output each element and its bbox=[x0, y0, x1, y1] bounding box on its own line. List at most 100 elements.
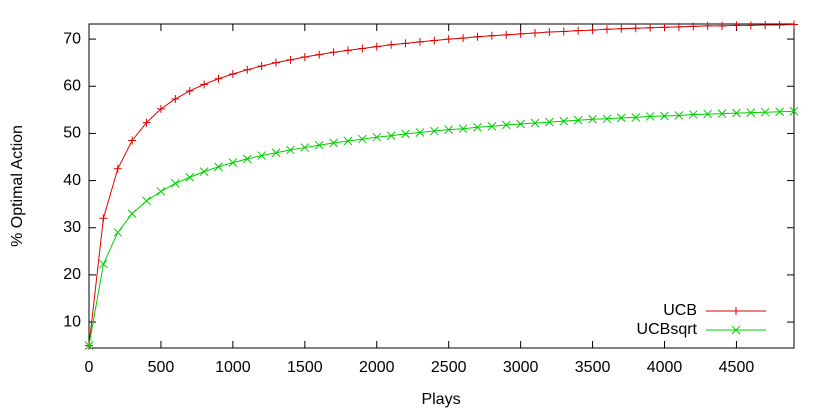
point bbox=[645, 112, 655, 121]
point bbox=[228, 69, 237, 78]
point bbox=[430, 36, 439, 45]
point bbox=[559, 27, 568, 36]
point bbox=[300, 53, 309, 62]
point bbox=[300, 143, 310, 152]
point bbox=[99, 214, 108, 223]
x-tick-label: 500 bbox=[148, 359, 175, 376]
point bbox=[257, 61, 266, 70]
legend-label: UCB bbox=[663, 302, 697, 319]
point bbox=[573, 115, 583, 125]
point bbox=[429, 126, 439, 136]
y-axis-label: % Optimal Action bbox=[9, 125, 26, 247]
point bbox=[516, 29, 525, 38]
point bbox=[602, 25, 611, 34]
point bbox=[99, 259, 108, 269]
point bbox=[660, 23, 669, 32]
point bbox=[343, 136, 353, 146]
point bbox=[458, 124, 468, 134]
point bbox=[588, 114, 597, 124]
point bbox=[487, 31, 496, 40]
x-tick-label: 3500 bbox=[575, 359, 611, 376]
point bbox=[156, 187, 166, 196]
point bbox=[415, 128, 425, 137]
point bbox=[387, 40, 396, 49]
point bbox=[415, 37, 424, 46]
point bbox=[329, 48, 338, 57]
point bbox=[775, 20, 784, 29]
point bbox=[703, 109, 713, 119]
point bbox=[718, 21, 727, 30]
point bbox=[732, 108, 741, 118]
point bbox=[717, 109, 727, 118]
point bbox=[200, 80, 209, 89]
x-tick-label: 0 bbox=[85, 359, 94, 376]
point bbox=[617, 24, 626, 33]
point bbox=[689, 22, 698, 31]
x-tick-label: 1000 bbox=[215, 359, 251, 376]
point bbox=[703, 21, 712, 30]
point bbox=[631, 113, 641, 122]
point bbox=[688, 110, 698, 119]
point bbox=[444, 125, 454, 134]
point bbox=[487, 121, 497, 131]
point bbox=[142, 196, 151, 206]
point bbox=[386, 131, 396, 141]
point bbox=[113, 164, 122, 173]
point bbox=[128, 136, 137, 145]
point bbox=[574, 26, 583, 35]
point bbox=[127, 209, 137, 218]
point bbox=[113, 228, 123, 237]
point bbox=[242, 154, 252, 164]
point bbox=[545, 28, 554, 37]
point bbox=[170, 179, 180, 188]
point bbox=[272, 58, 281, 67]
point bbox=[616, 113, 626, 123]
point bbox=[660, 111, 669, 121]
point bbox=[214, 74, 223, 83]
y-tick-label: 50 bbox=[63, 125, 81, 142]
point bbox=[746, 21, 755, 30]
point bbox=[185, 172, 195, 182]
point bbox=[444, 35, 453, 44]
point bbox=[775, 107, 784, 117]
y-tick-label: 20 bbox=[63, 266, 81, 283]
x-tick-label: 2000 bbox=[359, 359, 395, 376]
point bbox=[142, 118, 151, 127]
point bbox=[530, 118, 540, 128]
point bbox=[185, 86, 194, 95]
point bbox=[329, 138, 338, 148]
point bbox=[602, 114, 612, 124]
point bbox=[315, 50, 324, 59]
point bbox=[171, 94, 180, 103]
y-tick-label: 10 bbox=[63, 313, 81, 330]
point bbox=[646, 23, 655, 32]
point bbox=[559, 116, 569, 126]
x-axis-label: Plays bbox=[421, 391, 460, 408]
point bbox=[761, 20, 770, 29]
series-line bbox=[88, 110, 795, 346]
y-tick-label: 60 bbox=[63, 77, 81, 94]
point bbox=[358, 134, 367, 144]
x-tick-label: 3000 bbox=[503, 359, 539, 376]
point bbox=[501, 120, 511, 130]
point bbox=[473, 122, 482, 132]
legend-marker bbox=[732, 307, 740, 315]
point bbox=[588, 26, 597, 35]
point bbox=[760, 107, 770, 117]
x-tick-label: 2500 bbox=[431, 359, 467, 376]
point bbox=[372, 42, 381, 51]
point bbox=[314, 140, 324, 150]
y-tick-label: 30 bbox=[63, 219, 81, 236]
point bbox=[790, 20, 798, 29]
point bbox=[199, 167, 209, 176]
point bbox=[516, 119, 525, 129]
point bbox=[674, 111, 684, 120]
series-line bbox=[88, 23, 795, 346]
point bbox=[228, 158, 238, 168]
point bbox=[531, 28, 540, 37]
point bbox=[459, 34, 468, 43]
legend-marker bbox=[731, 325, 741, 335]
point bbox=[257, 151, 267, 160]
y-tick-label: 70 bbox=[63, 30, 81, 47]
